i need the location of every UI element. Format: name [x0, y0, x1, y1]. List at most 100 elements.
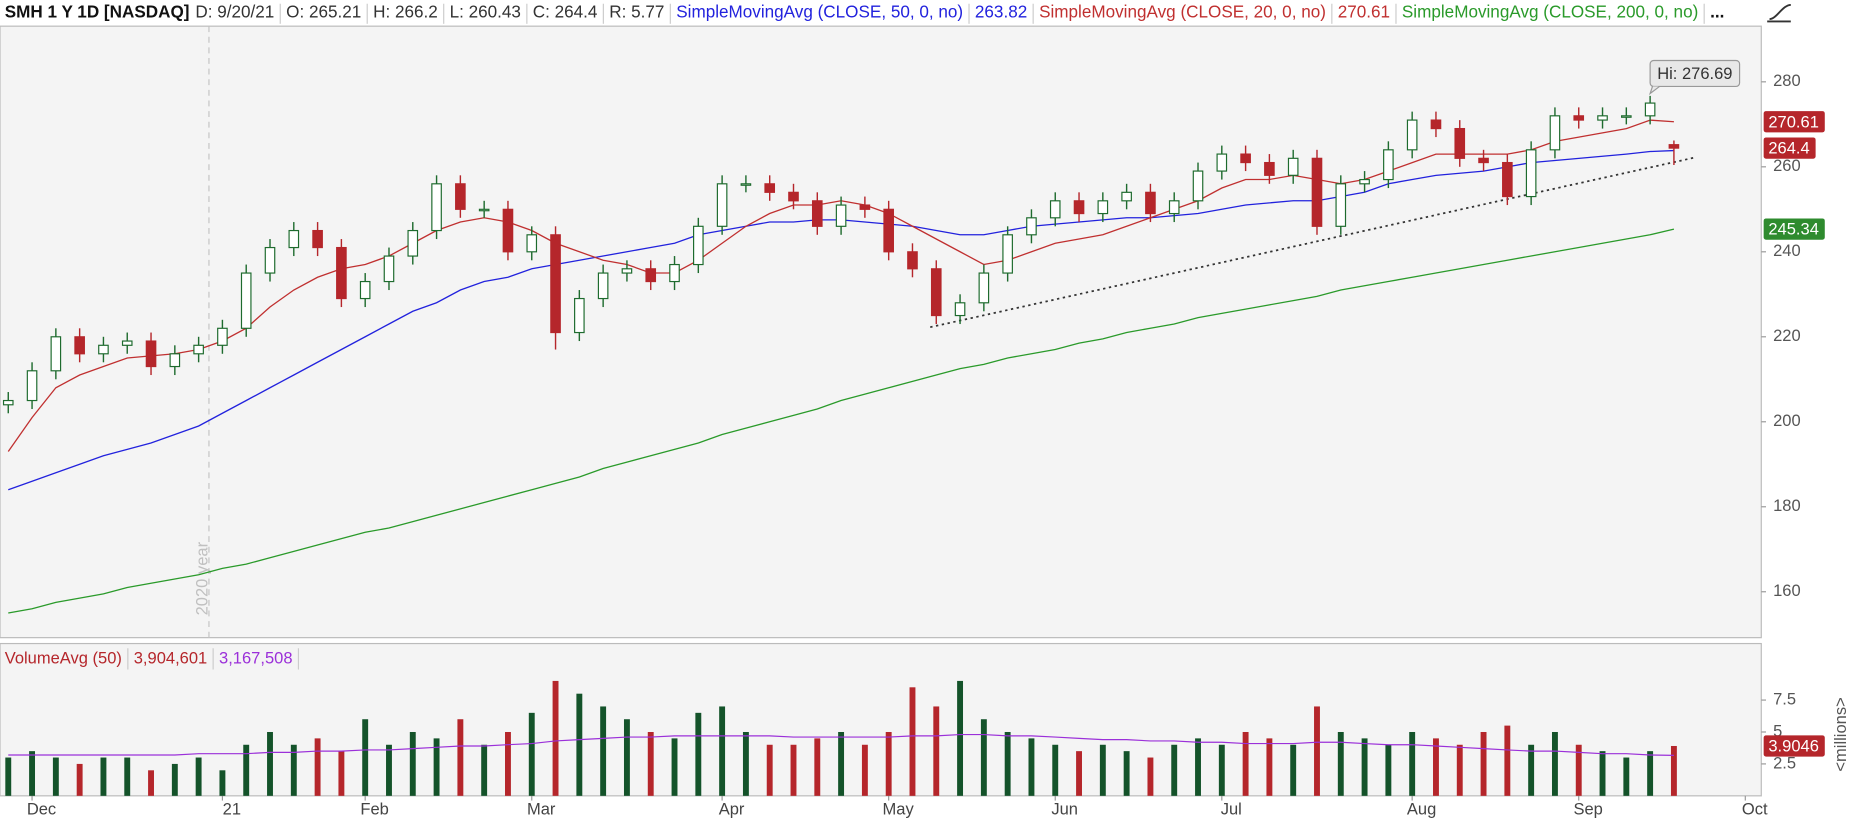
candle-body: [574, 297, 585, 334]
year-marker: 2020 year: [192, 541, 211, 615]
header-text: SimpleMovingAvg (CLOSE, 200, 0, no): [1402, 3, 1698, 22]
volume-bar: [814, 738, 821, 796]
y-tick-label: 7.5: [1773, 689, 1796, 708]
candle-body: [669, 263, 680, 283]
candle-body: [978, 272, 990, 304]
volume-bar: [1337, 731, 1344, 796]
volume-bar: [29, 751, 36, 796]
candle-body: [264, 246, 276, 274]
candle-body: [1073, 200, 1085, 215]
volume-bar: [267, 731, 273, 796]
candle-body: [1668, 144, 1680, 149]
candle-body: [1383, 149, 1394, 181]
volume-bar: [838, 731, 845, 796]
volume-bar: [1623, 757, 1630, 796]
settings-icon[interactable]: [1763, 1, 1795, 25]
volume-bar: [1361, 738, 1368, 796]
volume-bar: [76, 763, 83, 796]
x-tick-label: Aug: [1407, 799, 1436, 818]
x-tick-label: May: [883, 799, 915, 818]
volume-bar: [433, 738, 440, 796]
volume-bar: [957, 680, 964, 796]
plot-area: [2, 95, 1680, 614]
candle-body: [1502, 161, 1513, 198]
header-text: 270.61: [1338, 3, 1390, 22]
volume-bar: [933, 706, 940, 796]
volume-bar: [409, 731, 416, 796]
candle-body: [1264, 161, 1275, 176]
candle-body: [1573, 115, 1585, 121]
volume-bar: [362, 719, 369, 796]
y-tick-label: 200: [1773, 411, 1801, 430]
header-text: L: 260.43: [450, 3, 521, 22]
volume-bar: [1504, 725, 1511, 796]
volume-bar: [552, 680, 559, 796]
volume-bar: [243, 744, 250, 796]
x-tick-label: Sep: [1573, 799, 1602, 818]
candle-body: [788, 191, 799, 202]
candle-body: [383, 255, 395, 283]
volume-bar: [576, 693, 583, 796]
volume-unit: <millions>: [1831, 697, 1850, 771]
volume-bar: [1551, 731, 1558, 796]
volume-bar: [600, 706, 607, 796]
volume-bar: [1147, 757, 1154, 796]
volume-header-text: 3,904,601: [134, 648, 207, 667]
volume-badge-label: 3.9046: [1768, 737, 1819, 756]
candle-body: [1597, 115, 1608, 121]
volume-bar: [1195, 738, 1201, 796]
candle-body: [431, 183, 442, 232]
y-tick-label: 160: [1773, 581, 1801, 600]
volume-bar: [505, 731, 511, 796]
header-text: R: 5.77: [609, 3, 664, 22]
volume-badge: [1763, 735, 1825, 757]
volume-bar: [623, 719, 630, 796]
candle-body: [550, 234, 561, 334]
volume-bar: [980, 719, 987, 796]
candle-body: [645, 268, 657, 283]
candle-body: [907, 251, 918, 270]
candle-body: [1168, 200, 1180, 215]
candle-body: [954, 302, 966, 317]
volume-bar: [671, 738, 678, 796]
candle-body: [217, 327, 228, 346]
candle-body: [1287, 157, 1299, 176]
candle-body: [502, 208, 514, 253]
volume-bar: [1218, 744, 1225, 796]
volume-bar: [1670, 745, 1677, 796]
volume-bar: [790, 744, 797, 796]
header-text: SMH 1 Y 1D [NASDAQ]: [5, 3, 190, 22]
volume-bar: [314, 738, 321, 796]
volume-bar: [719, 706, 726, 796]
volume-average: [8, 733, 1674, 756]
price-panel: [0, 25, 1762, 639]
candle-body: [312, 229, 323, 249]
volume-bar: [1028, 738, 1035, 796]
volume-bar: [171, 763, 178, 796]
candle-body: [1549, 115, 1561, 151]
hi-pointer: [1648, 85, 1660, 96]
icon-glyph[interactable]: [1767, 3, 1791, 23]
candle-body: [859, 204, 871, 210]
volume-bar: [1171, 744, 1178, 796]
hi-callout: [1649, 59, 1741, 88]
candle-body: [121, 340, 133, 346]
candle-body: [1311, 157, 1323, 227]
candle-body: [1525, 149, 1537, 198]
volume-bar: [1409, 731, 1416, 796]
volume-bar: [386, 744, 392, 796]
x-tick-label: Jul: [1221, 799, 1242, 818]
volume-bar: [457, 719, 464, 796]
volume-bar: [742, 731, 749, 796]
y-tick-label: 180: [1773, 496, 1801, 515]
close-badge: [1763, 137, 1816, 159]
y-tick-label: 5: [1773, 721, 1782, 740]
candle-body: [1049, 200, 1061, 219]
candle-body: [597, 272, 609, 300]
candle-body: [1406, 119, 1418, 151]
volume-bar: [1575, 744, 1582, 796]
volume-bar: [1456, 744, 1463, 796]
volume-bar: [1004, 731, 1011, 796]
